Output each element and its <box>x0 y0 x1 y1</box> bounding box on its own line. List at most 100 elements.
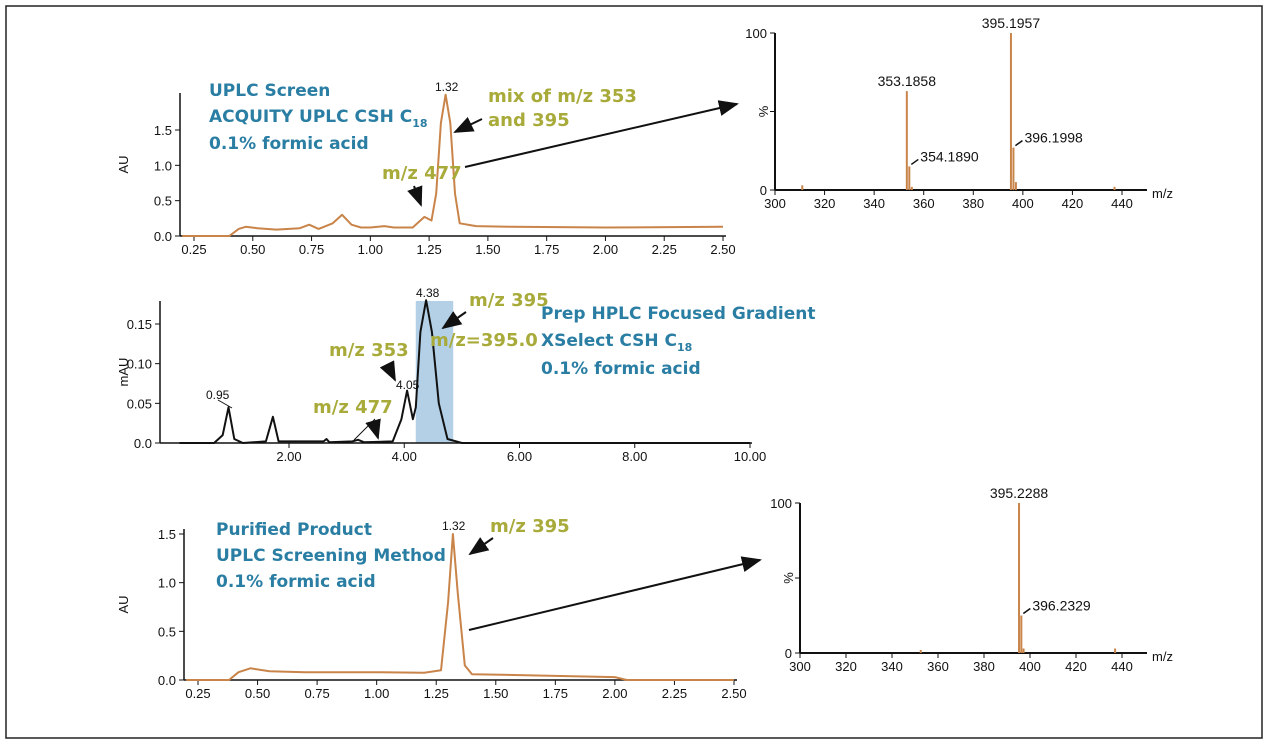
y-tick-label: 0.5 <box>158 624 176 639</box>
c1-477-label: m/z 477 <box>382 163 462 184</box>
c1-title-line3: 0.1% formic acid <box>209 134 369 154</box>
y-tick-label: 0.10 <box>127 357 152 372</box>
x-tick-label: 10.00 <box>734 449 767 464</box>
x-tick-label: 1.25 <box>416 242 441 257</box>
chromatogram-trace <box>179 299 750 444</box>
x-tick-label: 380 <box>973 659 995 674</box>
x-tick-label: 2.50 <box>721 686 746 701</box>
x-tick-label: 360 <box>913 196 935 211</box>
y-axis-label: % <box>756 105 771 117</box>
y-tick-label: 1.0 <box>154 158 172 173</box>
c3-395-label: m/z 395 <box>490 516 570 537</box>
c2-477-label: m/z 477 <box>313 397 393 418</box>
x-tick-label: 440 <box>1111 659 1133 674</box>
c2-477-arrow <box>365 418 381 440</box>
c2-095-pointer <box>217 399 233 409</box>
c2-3950-label: m/z=395.0 <box>430 330 538 351</box>
x-tick-label: 0.50 <box>240 242 265 257</box>
c1-477-arrow <box>407 185 423 207</box>
y-axis-label: mAU <box>116 358 131 387</box>
x-tick-label: 0.50 <box>245 686 270 701</box>
x-tick-label: 360 <box>927 659 949 674</box>
figure-border <box>5 5 1263 739</box>
c2-title-line1: Prep HPLC Focused Gradient <box>541 304 815 324</box>
ms-peak-pointer <box>910 158 919 166</box>
y-tick-label: 0.15 <box>127 317 152 332</box>
x-tick-label: 300 <box>764 196 786 211</box>
x-tick-label: 8.00 <box>622 449 647 464</box>
c3-title-line2: UPLC Screening Method <box>216 546 446 566</box>
x-tick-label: 0.25 <box>185 686 210 701</box>
c2-peak-405: 4.05 <box>396 378 420 392</box>
ms-peak-pointer <box>1015 139 1023 147</box>
x-tick-label: 300 <box>789 659 811 674</box>
c3-peak-label: 1.32 <box>442 519 466 533</box>
c3-395-arrow <box>468 537 494 556</box>
chart-5: 300 320 340 360 380 400 420 440 0 100% m/z 395.2288… <box>770 485 1173 674</box>
x-tick-label: 420 <box>1065 659 1087 674</box>
c1-peak-label: 1.32 <box>435 80 459 94</box>
x-tick-label: 440 <box>1111 196 1133 211</box>
c2-395-label: m/z 395 <box>469 290 549 311</box>
c1-mix-label-1: mix of m/z 353 <box>488 86 637 107</box>
x-tick-label: 1.50 <box>483 686 508 701</box>
y-tick-label: 1.0 <box>158 576 176 591</box>
x-tick-label: 0.25 <box>181 242 206 257</box>
chart-1: 0.25 0.50 0.75 1.00 1.25 1.50 1.75 2.00 2.25 2.50… <box>116 93 736 257</box>
x-tick-label: 6.00 <box>507 449 532 464</box>
y-tick-label: 1.5 <box>154 123 172 138</box>
x-tick-label: 0.75 <box>304 686 329 701</box>
x-tick-label: 1.00 <box>358 242 383 257</box>
c1-to-ms-arrow <box>464 100 739 168</box>
y-tick-label: 1.5 <box>158 527 176 542</box>
c1-title-line2: ACQUITY UPLC CSH C18 <box>209 107 428 130</box>
x-tick-label: 380 <box>962 196 984 211</box>
x-tick-label: 400 <box>1019 659 1041 674</box>
y-tick-label: 0.5 <box>154 194 172 209</box>
x-tick-label: 320 <box>814 196 836 211</box>
x-tick-label: 2.00 <box>276 449 301 464</box>
ms-peak-label: 395.2288 <box>990 485 1049 501</box>
ms-peak-label: 396.1998 <box>1024 130 1083 146</box>
y-tick-label: 0.0 <box>154 229 172 244</box>
y-tick-label: 0 <box>785 646 792 661</box>
c3-title-line1: Purified Product <box>216 520 372 540</box>
y-tick-label: 0.0 <box>134 436 152 451</box>
x-tick-label: 400 <box>1012 196 1034 211</box>
chromatogram-trace <box>182 93 724 237</box>
ms-peak-label: 396.2329 <box>1032 598 1091 614</box>
y-axis-label: AU <box>116 595 131 613</box>
y-tick-label: 0.05 <box>127 396 152 411</box>
x-tick-label: 1.75 <box>534 242 559 257</box>
chart-3: 0.25 0.50 0.75 1.00 1.25 1.50 1.75 2.00 2.25 2.50… <box>116 527 747 701</box>
chromatogram-trace <box>186 533 734 681</box>
x-tick-label: 340 <box>863 196 885 211</box>
x-axis-label: m/z <box>1152 649 1173 664</box>
x-tick-label: 340 <box>881 659 903 674</box>
x-axis-label: m/z <box>1152 186 1173 201</box>
x-tick-label: 1.50 <box>475 242 500 257</box>
y-tick-label: 0.0 <box>158 673 176 688</box>
x-tick-label: 2.25 <box>652 242 677 257</box>
c2-title-line3: 0.1% formic acid <box>541 359 701 379</box>
c2-title-line2: XSelect CSH C18 <box>541 331 692 354</box>
c1-title-line1: UPLC Screen <box>209 81 330 101</box>
chart-4: 300 320 340 360 380 400 420 440 0 100% m/z 353.1858… <box>745 15 1173 211</box>
c2-353-arrow <box>379 360 396 382</box>
c2-395-arrow <box>441 311 467 330</box>
x-tick-label: 420 <box>1062 196 1084 211</box>
c2-peak-095: 0.95 <box>206 388 230 402</box>
y-axis-label: AU <box>116 155 131 173</box>
ms-peak-label: 395.1957 <box>982 15 1041 31</box>
x-tick-label: 320 <box>835 659 857 674</box>
x-tick-label: 2.50 <box>710 242 735 257</box>
y-tick-label: 100 <box>770 496 792 511</box>
y-tick-label: 100 <box>745 26 767 41</box>
x-tick-label: 2.00 <box>593 242 618 257</box>
x-tick-label: 1.00 <box>364 686 389 701</box>
c1-mix-label-2: and 395 <box>488 110 570 131</box>
x-tick-label: 2.00 <box>602 686 627 701</box>
c2-477-pointer <box>353 418 376 441</box>
ms-peak-label: 354.1890 <box>920 148 979 164</box>
